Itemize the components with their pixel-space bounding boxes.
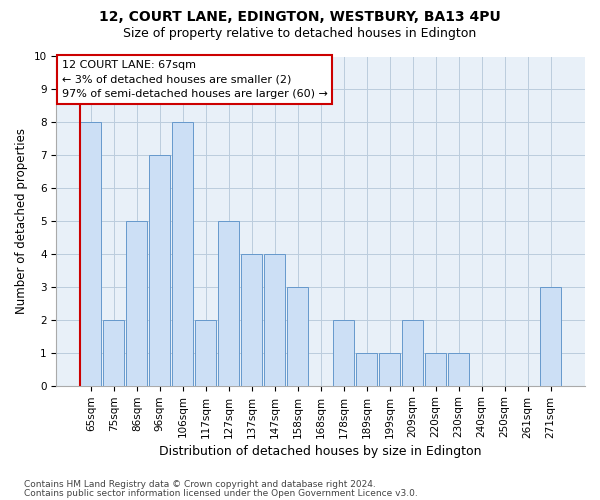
Text: Size of property relative to detached houses in Edington: Size of property relative to detached ho… <box>124 28 476 40</box>
Bar <box>448 353 469 386</box>
Bar <box>356 353 377 386</box>
Bar <box>103 320 124 386</box>
Text: 12, COURT LANE, EDINGTON, WESTBURY, BA13 4PU: 12, COURT LANE, EDINGTON, WESTBURY, BA13… <box>99 10 501 24</box>
Bar <box>287 287 308 386</box>
Bar <box>80 122 101 386</box>
Bar <box>425 353 446 386</box>
Bar <box>172 122 193 386</box>
Bar <box>265 254 285 386</box>
Bar <box>379 353 400 386</box>
Bar <box>218 221 239 386</box>
Bar <box>196 320 216 386</box>
Text: 12 COURT LANE: 67sqm
← 3% of detached houses are smaller (2)
97% of semi-detache: 12 COURT LANE: 67sqm ← 3% of detached ho… <box>62 60 328 100</box>
X-axis label: Distribution of detached houses by size in Edington: Distribution of detached houses by size … <box>160 444 482 458</box>
Bar <box>540 287 561 386</box>
Bar <box>334 320 354 386</box>
Bar <box>127 221 147 386</box>
Bar <box>241 254 262 386</box>
Bar <box>403 320 423 386</box>
Text: Contains public sector information licensed under the Open Government Licence v3: Contains public sector information licen… <box>24 488 418 498</box>
Y-axis label: Number of detached properties: Number of detached properties <box>15 128 28 314</box>
Text: Contains HM Land Registry data © Crown copyright and database right 2024.: Contains HM Land Registry data © Crown c… <box>24 480 376 489</box>
Bar <box>149 156 170 386</box>
